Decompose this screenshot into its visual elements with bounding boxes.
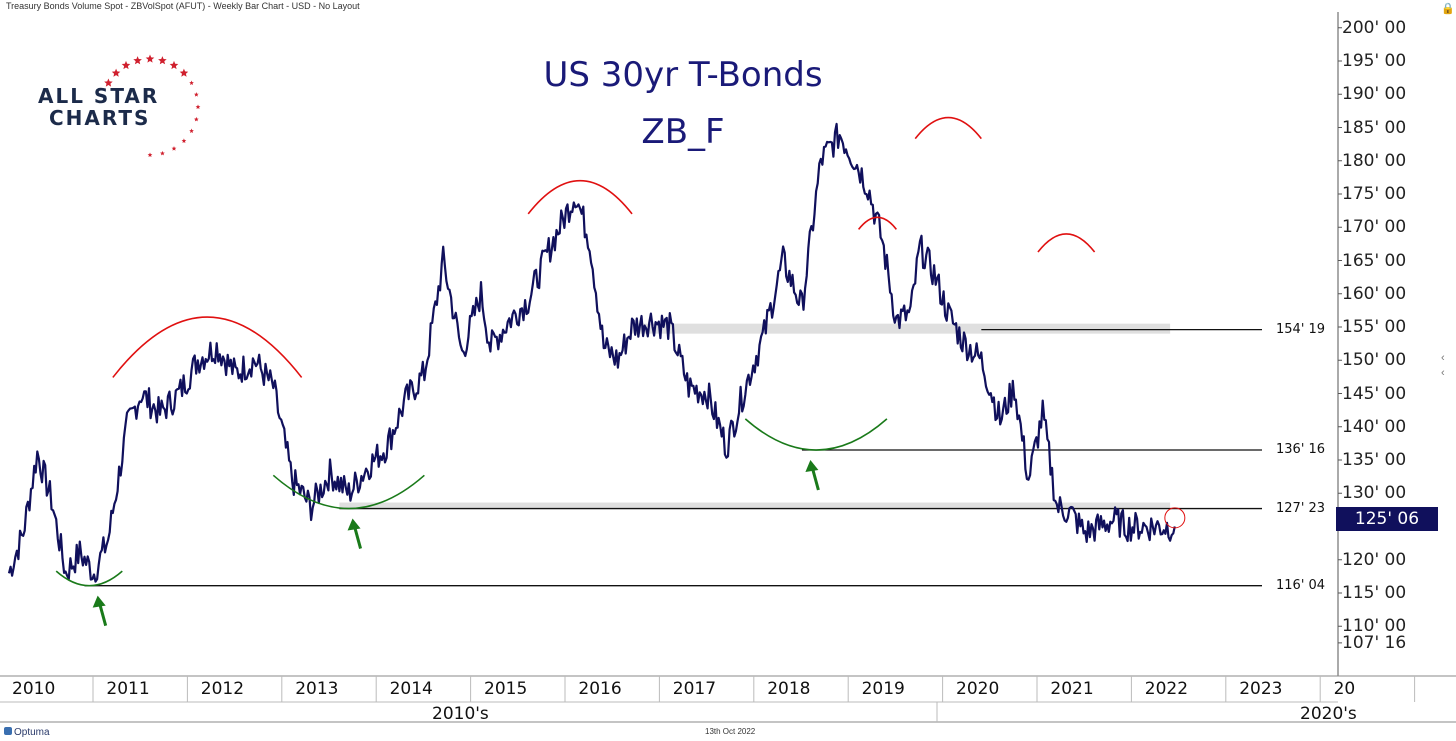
- logo-stars-icon: [104, 54, 201, 157]
- logo-star-icon: [194, 116, 199, 122]
- logo-star-icon: [133, 56, 142, 65]
- logo-star-icon: [179, 68, 189, 77]
- logo-star-icon: [111, 68, 121, 77]
- logo-star-icon: [160, 150, 165, 156]
- logo-star-icon: [194, 92, 199, 97]
- resistance-arc: [527, 180, 633, 215]
- decade-label: 2010's: [432, 704, 489, 724]
- optuma-brand: Optuma: [4, 727, 50, 738]
- logo-line1: ALL STAR: [38, 84, 160, 108]
- logo-star-icon: [121, 60, 131, 70]
- resistance-arc: [1037, 233, 1096, 253]
- y-tick-label: 170' 00: [1342, 217, 1407, 238]
- y-tick-label: 120' 00: [1342, 549, 1407, 570]
- level-label: 127' 23: [1276, 500, 1326, 516]
- optuma-brand-text: Optuma: [14, 727, 50, 738]
- x-tick-label: 20: [1333, 679, 1356, 699]
- y-tick-label: 205' 00: [1342, 0, 1406, 4]
- level-label: 116' 04: [1276, 577, 1326, 593]
- resistance-arc: [112, 316, 303, 378]
- arrow-head-icon: [347, 518, 361, 531]
- x-tick-label: 2011: [106, 679, 150, 699]
- x-tick-label: 2018: [767, 679, 811, 699]
- price-series-line: [7, 122, 1176, 583]
- y-tick-label: 135' 00: [1342, 450, 1407, 470]
- x-tick-label: 2017: [672, 679, 717, 699]
- arrow-shaft-icon: [353, 526, 363, 549]
- y-tick-label: 180' 00: [1342, 150, 1407, 171]
- x-tick-label: 2021: [1050, 679, 1094, 699]
- logo-star-icon: [189, 128, 194, 133]
- y-tick-label: 160' 00: [1342, 283, 1407, 304]
- arrow-head-icon: [805, 460, 819, 473]
- chevron-left-icon[interactable]: ‹: [1441, 352, 1445, 364]
- y-tick-label: 150' 00: [1342, 350, 1407, 371]
- current-price-tag: 125' 06: [1336, 507, 1438, 531]
- y-tick-label: 115' 00: [1342, 583, 1407, 603]
- y-tick-label: 107' 16: [1342, 632, 1407, 653]
- x-tick-label: 2014: [389, 679, 433, 699]
- gray-zone: [632, 323, 1171, 334]
- x-tick-label: 2020: [956, 679, 1000, 699]
- x-tick-label: 2022: [1144, 679, 1189, 699]
- logo-line2: CHARTS: [49, 106, 151, 130]
- y-tick-label: 195' 00: [1342, 51, 1407, 71]
- y-tick-label: 185' 00: [1342, 117, 1407, 138]
- arrow-head-icon: [92, 595, 106, 608]
- x-tick-label: 2023: [1239, 679, 1283, 699]
- resistance-arc: [857, 216, 897, 230]
- y-tick-label: 155' 00: [1342, 317, 1407, 337]
- footer-date: 13th Oct 2022: [705, 727, 756, 736]
- level-label: 154' 19: [1276, 321, 1326, 337]
- x-tick-label: 2016: [578, 679, 622, 699]
- y-tick-label: 175' 00: [1342, 184, 1407, 204]
- y-tick-label: 130' 00: [1342, 483, 1407, 504]
- chart-subtitle: ZB_F: [641, 112, 725, 152]
- arrow-shaft-icon: [810, 467, 820, 491]
- chart-header: Treasury Bonds Volume Spot - ZBVolSpot (…: [6, 1, 360, 11]
- logo-star-icon: [158, 56, 167, 65]
- logo-star-icon: [169, 60, 179, 70]
- decade-label: 2020's: [1300, 704, 1357, 724]
- low-marker-circle: [1164, 507, 1186, 529]
- gray-zone: [339, 502, 1171, 510]
- x-tick-label: 2010: [12, 679, 56, 699]
- y-tick-label: 140' 00: [1342, 416, 1407, 437]
- arrow-shaft-icon: [98, 603, 108, 627]
- logo-star-icon: [147, 152, 153, 157]
- logo-star-icon: [195, 104, 201, 109]
- optuma-logo-icon: [4, 727, 12, 735]
- lock-icon[interactable]: 🔒: [1441, 3, 1455, 15]
- logo-star-icon: [171, 146, 177, 151]
- resistance-arc: [914, 116, 982, 140]
- y-tick-label: 145' 00: [1342, 383, 1407, 404]
- logo-star-icon: [181, 138, 187, 143]
- x-tick-label: 2015: [484, 679, 528, 699]
- y-tick-label: 165' 00: [1342, 250, 1407, 271]
- logo-star-icon: [145, 54, 155, 63]
- x-tick-label: 2013: [295, 679, 339, 699]
- level-label: 136' 16: [1276, 442, 1326, 458]
- logo-star-icon: [189, 80, 194, 85]
- x-tick-label: 2019: [861, 679, 905, 699]
- support-arc: [272, 474, 425, 510]
- y-tick-label: 200' 00: [1342, 17, 1407, 38]
- logo-star-icon: [104, 78, 113, 87]
- support-arc: [55, 570, 123, 587]
- y-tick-label: 190' 00: [1342, 84, 1407, 105]
- support-arc: [744, 418, 888, 451]
- x-tick-label: 2012: [200, 679, 245, 699]
- chevron-left-icon-2[interactable]: ‹: [1441, 367, 1445, 379]
- y-tick-label: 110' 00: [1342, 616, 1407, 637]
- chart-title: US 30yr T-Bonds: [543, 55, 823, 95]
